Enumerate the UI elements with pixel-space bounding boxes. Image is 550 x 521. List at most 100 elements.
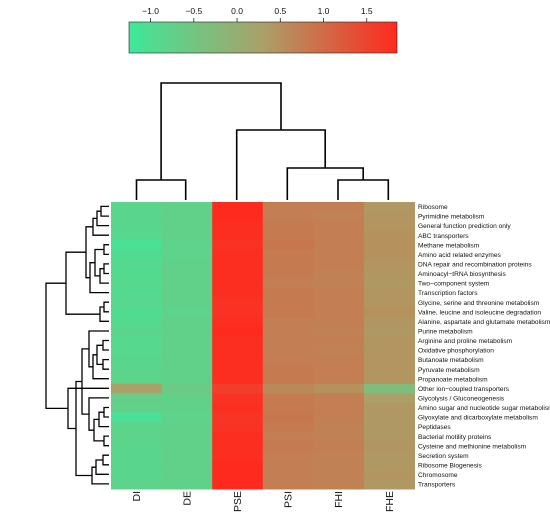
heatmap-cell (161, 383, 213, 394)
row-label: General function prediction only (418, 223, 511, 230)
row-label: Ribosome (418, 204, 448, 211)
heatmap-cell (111, 345, 162, 356)
heatmap-cell (212, 469, 264, 480)
heatmap-cell (212, 422, 264, 433)
heatmap-cell (313, 316, 365, 327)
heatmap-cell (364, 431, 415, 442)
heatmap-cell (364, 221, 415, 232)
heatmap-cell (313, 211, 365, 222)
heatmap-cell (262, 441, 314, 452)
heatmap-cell (161, 288, 213, 299)
heatmap-cell (111, 450, 162, 461)
heatmap-cell (364, 249, 415, 260)
heatmap-cell (313, 202, 365, 212)
heatmap-cell (161, 412, 213, 423)
heatmap-cell (111, 307, 162, 318)
row-dendrogram (45, 205, 109, 485)
row-label: Pyruvate metabolism (418, 367, 480, 374)
heatmap-cell (111, 288, 162, 299)
row-label: Arginine and proline metabolism (418, 338, 513, 345)
row-label: Cysteine and methionine metabolism (418, 443, 527, 450)
color-key-tick-label: −0.5 (185, 6, 202, 16)
row-label: Purine metabolism (418, 328, 473, 335)
heatmap-cell (364, 402, 415, 413)
heatmap-cell (111, 393, 162, 404)
color-key-bar (128, 21, 398, 54)
heatmap-cell (313, 364, 365, 375)
heatmap-cell (262, 460, 314, 471)
heatmap-cell (111, 374, 162, 385)
column-labels: DI DE PSE PSI FHI FHE (131, 491, 396, 512)
heatmap-cell (262, 249, 314, 260)
heatmap-cell (313, 441, 365, 452)
row-label: Bacterial motility proteins (418, 434, 492, 441)
heatmap-cell (212, 412, 264, 423)
heatmap-cell (212, 460, 264, 471)
heatmap-cell (262, 345, 314, 356)
heatmap-cell (262, 259, 314, 270)
heatmap-cell (161, 221, 213, 232)
heatmap-cell (161, 355, 213, 366)
column-label: DE (181, 491, 193, 506)
column-dendrogram (135, 82, 390, 200)
heatmap-cell (262, 383, 314, 394)
heatmap-cell (262, 297, 314, 308)
heatmap-cell (212, 355, 264, 366)
heatmap-cell (364, 450, 415, 461)
heatmap-cell (313, 460, 365, 471)
heatmap-cell (364, 202, 415, 212)
heatmap-cell (262, 374, 314, 385)
heatmap-cell (161, 479, 213, 490)
heatmap-cell (212, 230, 264, 241)
heatmap-cell (364, 278, 415, 289)
row-label: Alanine, aspartate and glutamate metabol… (418, 319, 550, 326)
row-label: ABC transporters (418, 233, 469, 240)
heatmap-cell (313, 288, 365, 299)
heatmap-cell (111, 316, 162, 327)
heatmap-cell (364, 441, 415, 452)
heatmap-cell (111, 422, 162, 433)
heatmap-cell (313, 297, 365, 308)
heatmap-cell (262, 335, 314, 346)
heatmap-cell (111, 211, 162, 222)
heatmap-cell (364, 268, 415, 279)
heatmap-cell (313, 402, 365, 413)
heatmap-cell (262, 326, 314, 337)
row-label: Pyrimidine metabolism (418, 214, 485, 221)
heatmap-cell (161, 422, 213, 433)
heatmap-cell (313, 326, 365, 337)
heatmap-cell (262, 230, 314, 241)
heatmap-cell (161, 240, 213, 251)
heatmap-cell (161, 297, 213, 308)
heatmap-cell (161, 326, 213, 337)
row-label: Two−component system (418, 281, 490, 288)
heatmap-cell (364, 355, 415, 366)
heatmap-cell (111, 230, 162, 241)
heatmap-cell (364, 259, 415, 270)
heatmap-cell (262, 278, 314, 289)
heatmap-cell (313, 393, 365, 404)
heatmap-cell (262, 355, 314, 366)
heatmap-cell (212, 345, 264, 356)
row-label: Aminoacyl−tRNA biosynthesis (418, 271, 506, 278)
row-label: Propanoate metabolism (418, 376, 488, 383)
heatmap-cell (111, 278, 162, 289)
heatmap-cell (212, 249, 264, 260)
row-label: Transcription factors (418, 290, 478, 297)
heatmap-cell (161, 393, 213, 404)
heatmap-cell (364, 316, 415, 327)
row-label: Amino acid related enzymes (418, 252, 502, 259)
color-key-tick-label: 1.5 (361, 6, 373, 16)
color-key-tick-label: 0.0 (231, 6, 243, 16)
heatmap-cell (364, 211, 415, 222)
heatmap-cell (364, 326, 415, 337)
heatmap-cell (212, 335, 264, 346)
heatmap-cell (212, 240, 264, 251)
heatmap-cell (364, 383, 415, 394)
heatmap-cell (212, 450, 264, 461)
heatmap-cell (111, 259, 162, 270)
column-label: PSE (232, 491, 244, 512)
heatmap-cell (111, 240, 162, 251)
row-label: Transporters (418, 482, 456, 489)
heatmap-cell (313, 249, 365, 260)
